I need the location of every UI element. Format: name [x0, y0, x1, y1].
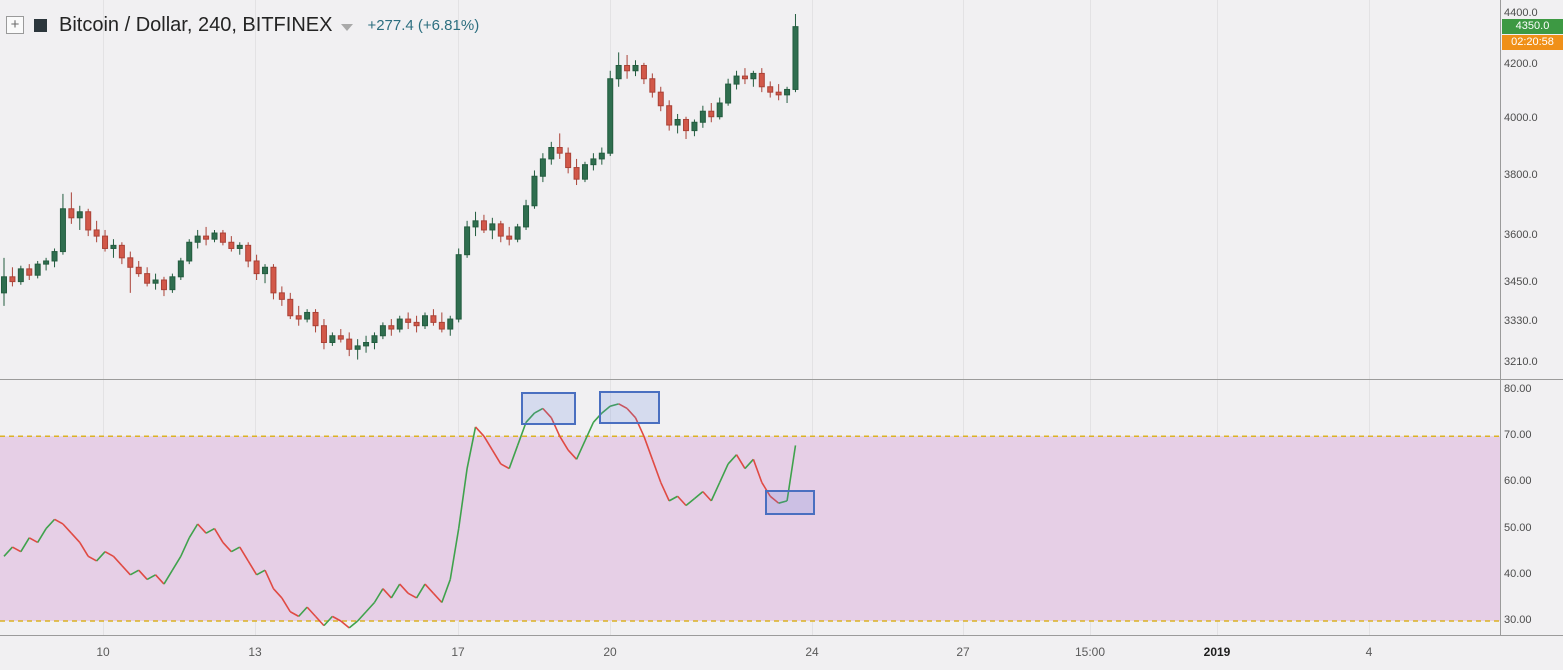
chart-style-icon[interactable]	[34, 18, 47, 32]
price-axis-label: 3330.0	[1504, 315, 1538, 328]
time-axis-label: 2019	[1203, 645, 1231, 659]
time-axis-label: 4	[1365, 645, 1373, 659]
rsi-axis-label: 70.00	[1504, 429, 1532, 442]
last-price-badge: 4350.0	[1502, 19, 1563, 35]
chevron-down-icon[interactable]	[341, 24, 354, 31]
price-axis-label: 4200.0	[1504, 58, 1538, 71]
time-axis-label: 24	[805, 645, 819, 659]
time-axis-label: 10	[96, 645, 110, 659]
rsi-axis-label: 60.00	[1504, 475, 1532, 488]
indicator-scale[interactable]: 80.00 70.00 60.00 50.00 40.00 30.00	[1501, 0, 1563, 636]
price-axis-label: 3450.0	[1504, 276, 1538, 289]
price-axis-label: 3800.0	[1504, 169, 1538, 182]
time-axis-label: 20	[603, 645, 617, 659]
chart-legend: + Bitcoin / Dollar, 240, BITFINEX +277.4…	[6, 13, 479, 37]
add-compare-icon[interactable]: +	[6, 16, 24, 34]
rsi-band	[0, 436, 1500, 621]
price-axis-label: 4000.0	[1504, 112, 1538, 125]
price-axis-label: 4400.0	[1504, 7, 1538, 19]
rsi-axis-label: 80.00	[1504, 383, 1532, 395]
rsi-axis-label: 40.00	[1504, 567, 1532, 580]
rsi-annotation-box[interactable]	[521, 392, 576, 425]
rsi-line	[3, 403, 797, 629]
price-scale[interactable]: 4350.0 02:20:58 4400.0 4200.0 4000.0 3800.0…	[1501, 0, 1563, 636]
candle-countdown-badge: 02:20:58	[1502, 35, 1563, 51]
time-axis-label: 27	[956, 645, 970, 659]
price-axis-label: 3210.0	[1504, 356, 1538, 368]
candlestick-series	[1, 14, 799, 360]
price-axis-label: 3600.0	[1504, 229, 1538, 242]
time-axis-label: 17	[451, 645, 465, 659]
time-axis-label: 13	[248, 645, 262, 659]
rsi-annotation-box[interactable]	[765, 490, 815, 515]
rsi-axis-label: 30.00	[1504, 614, 1532, 626]
time-scale[interactable]: 10 13 17 20 24 27 15:00 2019 4	[0, 636, 1563, 670]
rsi-annotation-box[interactable]	[599, 391, 660, 424]
rsi-axis-label: 50.00	[1504, 521, 1532, 534]
symbol-title[interactable]: Bitcoin / Dollar, 240, BITFINEX	[59, 13, 333, 36]
time-axis-label: 15:00	[1074, 645, 1106, 659]
price-change-label: +277.4 (+6.81%)	[367, 16, 480, 34]
